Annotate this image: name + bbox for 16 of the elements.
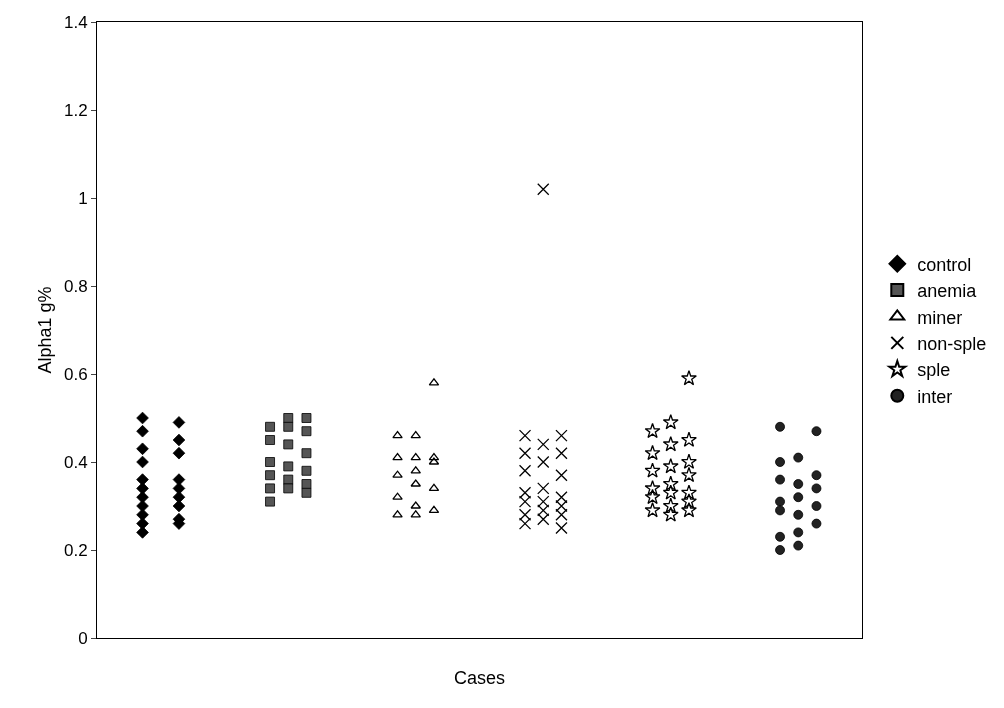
y-tick-label: 1.2 (63, 100, 88, 120)
y-tick-label: 1 (78, 188, 88, 208)
legend-label: inter (917, 386, 953, 407)
y-tick-label: 1.4 (63, 12, 88, 32)
y-tick-label: 0.6 (63, 364, 88, 384)
y-tick-label: 0.2 (63, 540, 88, 560)
y-tick-label: 0 (78, 628, 88, 648)
legend-label: non-sple (917, 333, 987, 354)
legend-label: miner (917, 307, 963, 328)
y-axis-title: Alpha1 g% (35, 286, 55, 374)
y-tick-label: 0.4 (63, 452, 88, 472)
legend-label: sple (917, 360, 951, 381)
y-tick-label: 0.8 (63, 276, 88, 296)
legend-label: control (917, 254, 972, 275)
x-axis-title: Cases (453, 668, 506, 688)
legend-label: anemia (917, 281, 978, 302)
